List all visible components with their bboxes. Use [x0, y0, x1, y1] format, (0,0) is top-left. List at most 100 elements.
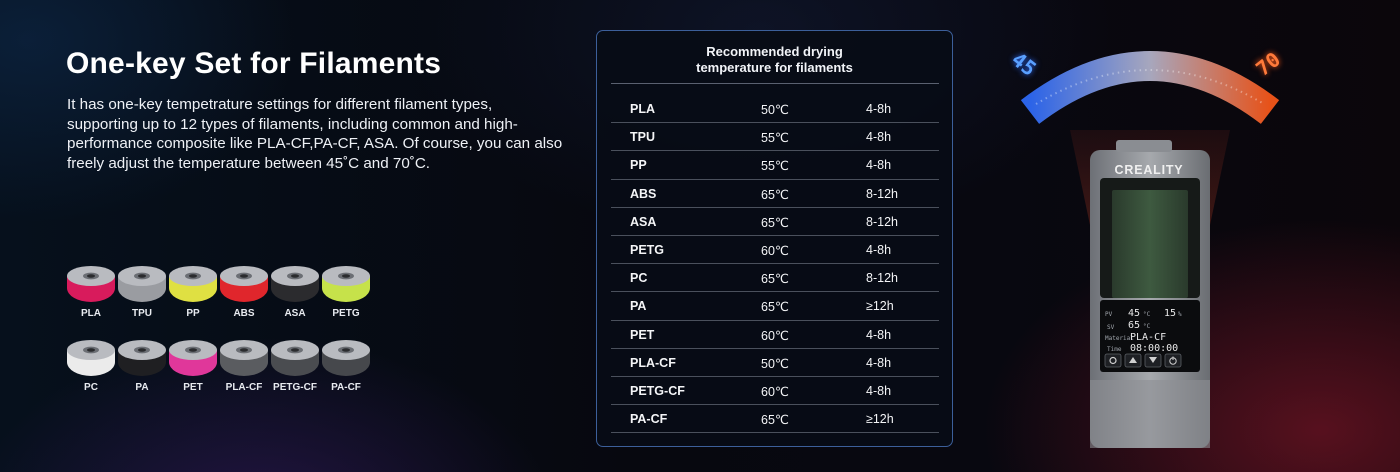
spool-label: TPU [132, 308, 152, 319]
drying-time: ≥12h [866, 412, 894, 427]
drying-time: 4-8h [866, 242, 892, 257]
spool-label: PLA [81, 308, 101, 319]
drying-time: 8-12h [866, 186, 898, 201]
drying-temperature: 65℃ [761, 300, 789, 315]
drying-temperature: 50℃ [761, 356, 789, 371]
filament-spool-icon [169, 340, 217, 376]
feature-description: It has one-key tempetrature settings for… [67, 96, 563, 172]
lcd-sv-value: 65 [1128, 320, 1141, 331]
spool-item: ASA [270, 264, 320, 319]
filament-spool-icon [322, 266, 370, 302]
spool-item: PETG [321, 264, 371, 319]
filament-spool-icon [67, 340, 115, 376]
filament-type: PETG [630, 242, 665, 257]
lcd-humidity-unit: % [1178, 311, 1182, 318]
spool-item: ABS [219, 264, 269, 319]
power-icon [1164, 353, 1182, 368]
drying-temperature: 55℃ [761, 131, 789, 146]
filament-type: PA-CF [630, 412, 668, 427]
drying-temperature: 60℃ [761, 384, 789, 399]
table-body: PLA 50℃ 4-8h TPU 55℃ 4-8h PP 55℃ 4-8h ABS 65℃ 8-… [611, 95, 939, 434]
spool-item: PETG-CF [270, 338, 320, 393]
filament-type: PLA [630, 102, 655, 116]
lcd-material-value: PLA-CF [1130, 332, 1167, 343]
table-row: PETG-CF 60℃ 4-8h [611, 377, 939, 406]
spool-label: ASA [284, 308, 306, 319]
drying-temperature: 50℃ [761, 103, 789, 117]
page-title: One-key Set for Filaments [66, 47, 442, 80]
spool-label: PC [84, 382, 98, 393]
drying-time: 4-8h [866, 327, 892, 342]
filament-dryer-illustration [1020, 51, 1280, 448]
spool-item: PET [168, 338, 218, 393]
lcd-pv-unit: °C [1143, 311, 1151, 318]
drying-time: ≥12h [866, 299, 894, 314]
drying-time: 8-12h [866, 214, 898, 229]
spool-label: PETG-CF [273, 382, 317, 393]
table-row: PC 65℃ 8-12h [611, 264, 939, 293]
table-row: PA 65℃ ≥12h [611, 292, 939, 321]
spool-item: PLA [66, 264, 116, 319]
filament-spool-icon [169, 266, 217, 302]
spool-label: ABS [233, 308, 255, 319]
filament-type: PETG-CF [630, 383, 685, 398]
spool-label: PA-CF [331, 382, 361, 393]
drying-temperature-table: Recommended drying temperature for filam… [596, 30, 953, 447]
spool-label: PA [135, 382, 149, 393]
drying-time: 4-8h [866, 102, 892, 116]
filament-spool-icon [118, 266, 166, 302]
filament-type: ABS [630, 186, 657, 201]
filament-spool-icon [220, 266, 268, 302]
filament-type: PA [630, 299, 647, 314]
filament-type: PC [630, 271, 648, 286]
drying-temperature: 55℃ [761, 159, 789, 174]
drying-time: 4-8h [866, 383, 892, 398]
drying-temperature: 60℃ [761, 243, 789, 258]
lcd-material-label: Material [1105, 335, 1134, 342]
brand-logo: CREALITY [1114, 163, 1184, 177]
table-row: TPU 55℃ 4-8h [611, 123, 939, 152]
spool-item: PLA-CF [219, 338, 269, 393]
filament-type: PET [630, 327, 655, 342]
spool-item: PA [117, 338, 167, 393]
drying-temperature: 65℃ [761, 413, 789, 428]
drying-time: 4-8h [866, 355, 892, 370]
filament-type: PLA-CF [630, 355, 676, 370]
spool-label: PLA-CF [225, 382, 263, 393]
filament-type: TPU [630, 130, 655, 145]
table-row: PETG 60℃ 4-8h [611, 236, 939, 265]
lcd-sv-label: SV [1107, 324, 1115, 331]
lcd-humidity-value: 15 [1164, 308, 1177, 319]
table-row: PLA 50℃ 4-8h [611, 95, 939, 124]
drying-temperature: 65℃ [761, 187, 789, 202]
lcd-time-value: 08:00:00 [1130, 343, 1179, 354]
gear-icon [1104, 353, 1122, 368]
spool-label: PET [183, 382, 203, 393]
filament-spool-icon [220, 340, 268, 376]
filament-spool-icon [322, 340, 370, 376]
divider [611, 83, 939, 84]
drying-time: 4-8h [866, 130, 892, 145]
spool-item: PP [168, 264, 218, 319]
table-row: ABS 65℃ 8-12h [611, 180, 939, 208]
filament-spool-icon [118, 340, 166, 376]
table-row: ASA 65℃ 8-12h [611, 208, 939, 236]
table-row: PA-CF 65℃ ≥12h [611, 405, 939, 434]
temperature-dial-arc [1020, 51, 1280, 124]
lcd-sv-unit: °C [1143, 323, 1151, 330]
drying-temperature: 65℃ [761, 272, 789, 287]
lcd-pv-label: PV [1105, 311, 1113, 318]
spool-label: PP [186, 308, 200, 319]
filament-type: PP [630, 158, 647, 173]
table-row: PP 55℃ 4-8h [611, 151, 939, 180]
filament-spool-window [1112, 190, 1188, 298]
drying-time: 8-12h [866, 271, 898, 286]
spool-item: TPU [117, 264, 167, 319]
spool-item: PC [66, 338, 116, 393]
lcd-pv-value: 45 [1128, 308, 1141, 319]
lcd-time-label: Time [1107, 346, 1122, 353]
table-row: PET 60℃ 4-8h [611, 321, 939, 349]
spool-item: PA-CF [321, 338, 371, 393]
filament-spool-icon [67, 266, 115, 302]
filament-spool-icon [271, 266, 319, 302]
